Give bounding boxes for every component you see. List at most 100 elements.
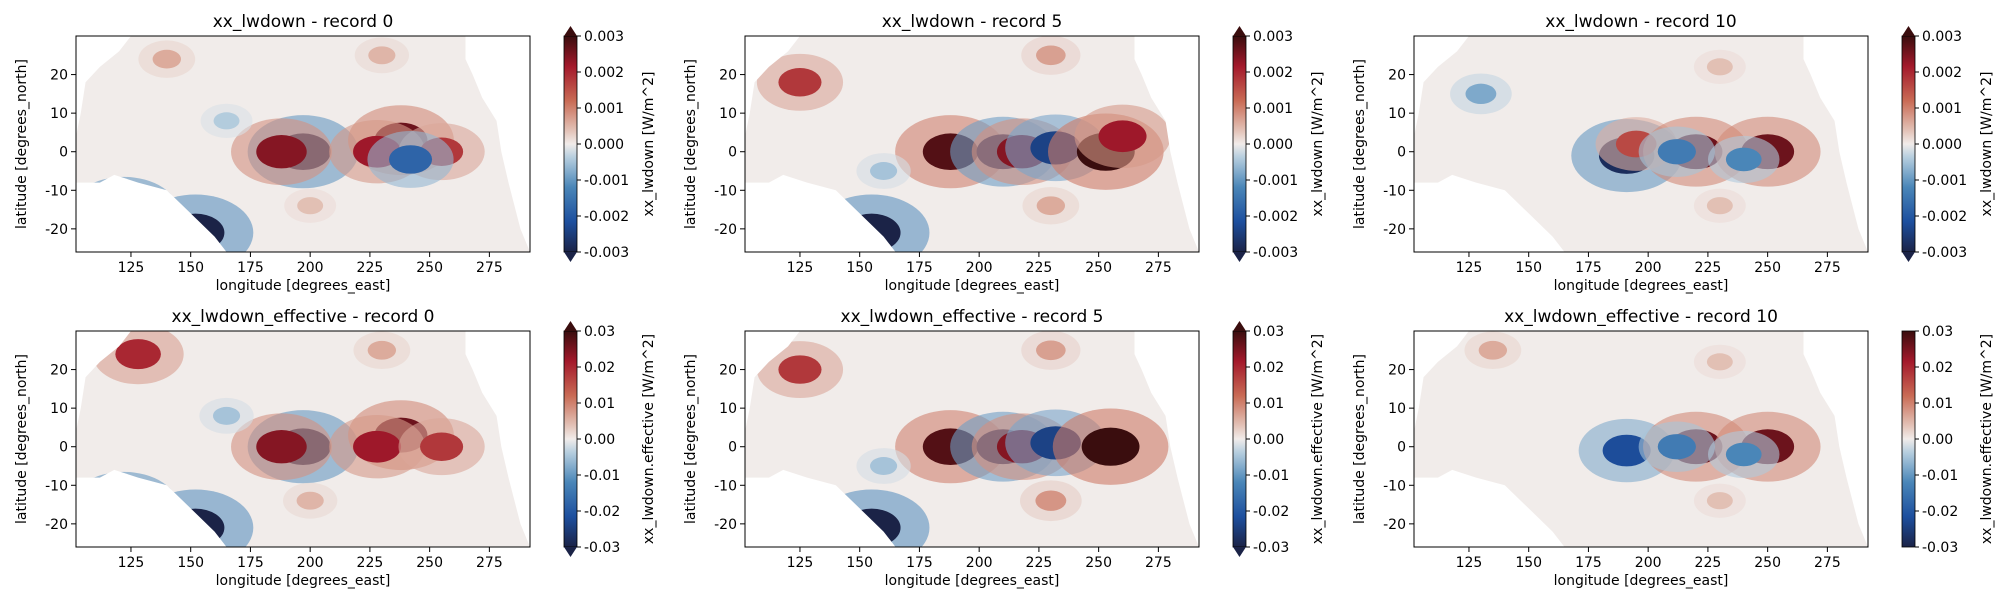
field-cell-6 — [1706, 58, 1733, 76]
axes-frame — [1413, 35, 1869, 253]
x-tick-label: 275 — [1145, 260, 1172, 276]
colorbar-tick-label: -0.001 — [1253, 173, 1298, 189]
y-tick-label: 0 — [728, 145, 737, 161]
colorbar: 0.003 0.002 0.001 0.000 -0.001 -0.002 -0.003 xx… — [1232, 26, 1326, 262]
colorbar-tick-label: -0.003 — [1253, 245, 1298, 261]
y-tick-label: 10 — [719, 401, 737, 417]
panel-title: xx_lwdown_effective - record 10 — [1504, 307, 1778, 327]
field-cell-5 — [1706, 353, 1733, 371]
field-cell-5 — [778, 355, 822, 384]
colorbar-tick-label: -0.003 — [1922, 245, 1967, 261]
field-cell-8 — [152, 49, 181, 69]
field-cell-5 — [1098, 120, 1147, 153]
y-tick-label: -20 — [714, 517, 737, 533]
colorbar-tick-label: 0.01 — [1253, 396, 1284, 412]
x-tick-label: 225 — [357, 260, 384, 276]
colorbar: 0.003 0.002 0.001 0.000 -0.001 -0.002 -0.003 xx… — [563, 26, 657, 262]
colorbar-tick-label: 0.02 — [584, 360, 615, 376]
colorbar-label: xx_lwdown [W/m^2] — [641, 72, 657, 217]
colorbar-tick-label: -0.002 — [1922, 209, 1967, 225]
field-cell-1 — [256, 135, 307, 169]
colorbar-tick-label: -0.001 — [1922, 173, 1967, 189]
x-tick-label: 150 — [177, 555, 204, 571]
x-tick-label: 150 — [1515, 260, 1542, 276]
panel-4: xx_lwdown_effective - record 5 125 150 175 2… — [683, 307, 1326, 589]
colorbar-gradient — [563, 35, 578, 253]
colorbar-extend-min — [1902, 252, 1915, 262]
plot-area — [76, 331, 530, 547]
y-tick-label: 0 — [1397, 145, 1406, 161]
y-tick-label: 10 — [719, 106, 737, 122]
colorbar-tick-label: -0.02 — [584, 504, 620, 520]
x-tick-label: 275 — [476, 260, 503, 276]
x-tick-label: 150 — [846, 260, 873, 276]
colorbar-tick-label: 0.00 — [1253, 432, 1284, 448]
x-axis-label: longitude [degrees_east] — [1554, 573, 1729, 589]
land-mass-0 — [745, 331, 800, 432]
panel-3: xx_lwdown_effective - record 0 125 150 175 2… — [14, 307, 657, 589]
colorbar-tick-label: 0.02 — [1253, 360, 1284, 376]
y-tick-label: 20 — [1388, 363, 1406, 379]
x-tick-label: 225 — [1026, 555, 1053, 571]
x-tick-label: 250 — [1754, 260, 1781, 276]
field-cell-9 — [368, 46, 396, 65]
colorbar-tick-label: 0.01 — [1922, 396, 1953, 412]
y-tick-label: -20 — [1383, 517, 1406, 533]
y-tick-label: 20 — [50, 68, 68, 84]
land-mass-1 — [76, 174, 227, 252]
land-mass-0 — [1414, 36, 1469, 137]
colorbar-tick-label: -0.01 — [1922, 468, 1958, 484]
x-tick-label: 250 — [416, 555, 443, 571]
x-tick-label: 250 — [416, 260, 443, 276]
y-tick-label: 0 — [1397, 440, 1406, 456]
land-mass-1 — [745, 469, 896, 547]
y-tick-label: 20 — [719, 68, 737, 84]
colorbar-tick-label: -0.01 — [584, 468, 620, 484]
x-tick-label: 200 — [966, 260, 993, 276]
colorbar-tick-label: 0.002 — [584, 65, 624, 81]
colorbar-tick-label: 0.001 — [1922, 101, 1962, 117]
field-cell-4 — [1081, 427, 1140, 466]
field-cell-8 — [1035, 490, 1067, 511]
land-mass-1 — [76, 469, 227, 547]
x-tick-label: 275 — [1145, 555, 1172, 571]
x-tick-label: 275 — [476, 555, 503, 571]
x-axis-label: longitude [degrees_east] — [1554, 278, 1729, 294]
colorbar: 0.03 0.02 0.01 0.00 -0.01 -0.02 -0.03 xx_lwdown… — [1232, 321, 1326, 557]
plot-area — [1414, 331, 1868, 547]
colorbar-tick-label: -0.003 — [584, 245, 629, 261]
land-mass-0 — [76, 36, 131, 137]
land-mass-2 — [465, 36, 530, 252]
x-tick-label: 250 — [1085, 260, 1112, 276]
y-axis-label: latitude [degrees_north] — [1352, 354, 1368, 524]
x-tick-label: 225 — [1695, 555, 1722, 571]
colorbar-tick-label: 0.000 — [1253, 137, 1293, 153]
colorbar-extend-min — [1233, 547, 1246, 557]
colorbar-tick-label: 0.001 — [1253, 101, 1293, 117]
x-tick-label: 125 — [787, 555, 814, 571]
colorbar-gradient — [1901, 35, 1916, 253]
colorbar-tick-label: 0.003 — [1922, 29, 1962, 45]
plot-area — [1414, 36, 1868, 252]
colorbar-gradient — [1901, 330, 1916, 548]
land-mass-2 — [1803, 331, 1868, 547]
y-tick-label: -20 — [45, 222, 68, 238]
x-tick-label: 125 — [787, 260, 814, 276]
x-tick-label: 200 — [1635, 555, 1662, 571]
x-tick-label: 175 — [1575, 260, 1602, 276]
y-tick-label: 20 — [719, 363, 737, 379]
field-cell-7 — [1036, 340, 1066, 361]
land-mass-2 — [465, 331, 530, 547]
colorbar-tick-label: 0.003 — [1253, 29, 1293, 45]
x-tick-label: 175 — [237, 555, 264, 571]
y-tick-label: 10 — [1388, 401, 1406, 417]
plot-area — [76, 36, 530, 252]
x-tick-label: 150 — [177, 260, 204, 276]
x-tick-label: 275 — [1814, 555, 1841, 571]
field-cell-8 — [1706, 197, 1733, 215]
y-tick-label: -10 — [714, 478, 737, 494]
y-tick-label: 0 — [59, 145, 68, 161]
plot-area — [745, 36, 1199, 252]
field-cell-8 — [367, 340, 397, 360]
